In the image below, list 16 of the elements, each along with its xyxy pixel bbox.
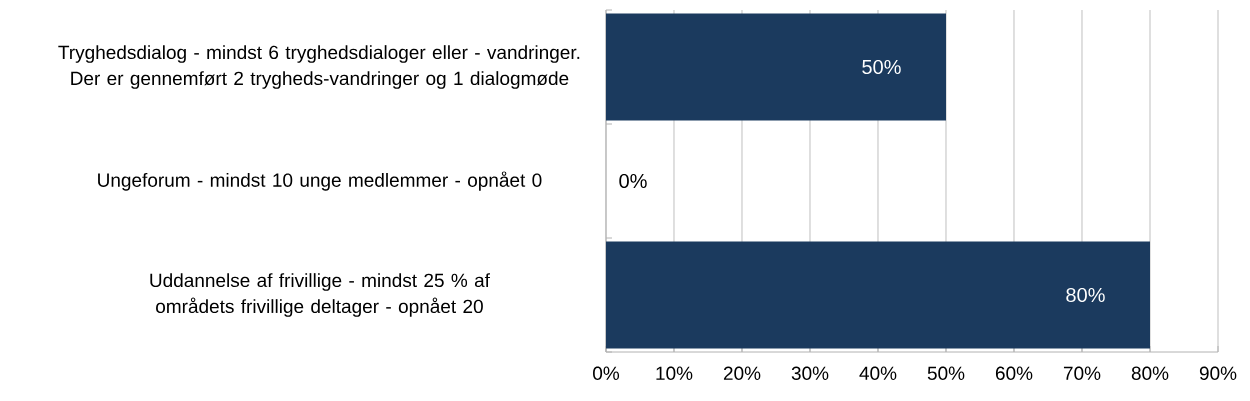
data-label: 80% [1066, 287, 1105, 303]
x-tick-label: 80% [1131, 366, 1169, 380]
x-tick-label: 30% [791, 366, 829, 380]
y-tick-label: Uddannelse af frivillige - mindst 25 % af områdets frivillige deltager - opnået 20 [150, 273, 490, 317]
data-label: 0% [619, 173, 647, 189]
x-tick-label: 90% [1199, 366, 1237, 380]
x-tick-label: 10% [656, 366, 693, 380]
x-tick-label: 70% [1063, 366, 1101, 380]
x-tick-label: 0% [593, 366, 620, 380]
x-tick-label: 40% [859, 366, 897, 380]
x-tick-label: 60% [995, 366, 1033, 380]
y-tick-label: Tryghedsdialog - mindst 6 tryghedsdialoger eller - vandringer. Der er gennemført 2 trygheds-vandringer og 1 dialogmøde [58, 45, 580, 89]
data-label: 50% [862, 59, 901, 75]
y-tick-label: Ungeforum - mindst 10 unge medlemmer - opnået 0 [98, 171, 542, 191]
x-tick-label: 20% [723, 366, 761, 380]
x-tick-label: 50% [927, 366, 965, 380]
